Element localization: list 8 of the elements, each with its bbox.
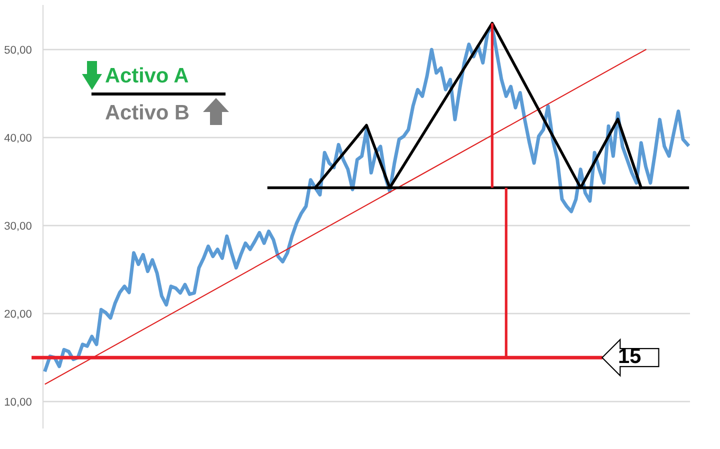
y-tick-label: 10,00 — [4, 398, 32, 408]
y-tick-label: 40,00 — [4, 134, 32, 144]
ref-line-label: 15 — [619, 348, 641, 364]
y-tick-label: 50,00 — [4, 46, 32, 56]
annotation: Activo A — [106, 67, 188, 83]
y-tick-label: 30,00 — [4, 222, 32, 232]
annotation: Activo B — [106, 104, 189, 120]
y-tick-label: 20,00 — [4, 310, 32, 320]
